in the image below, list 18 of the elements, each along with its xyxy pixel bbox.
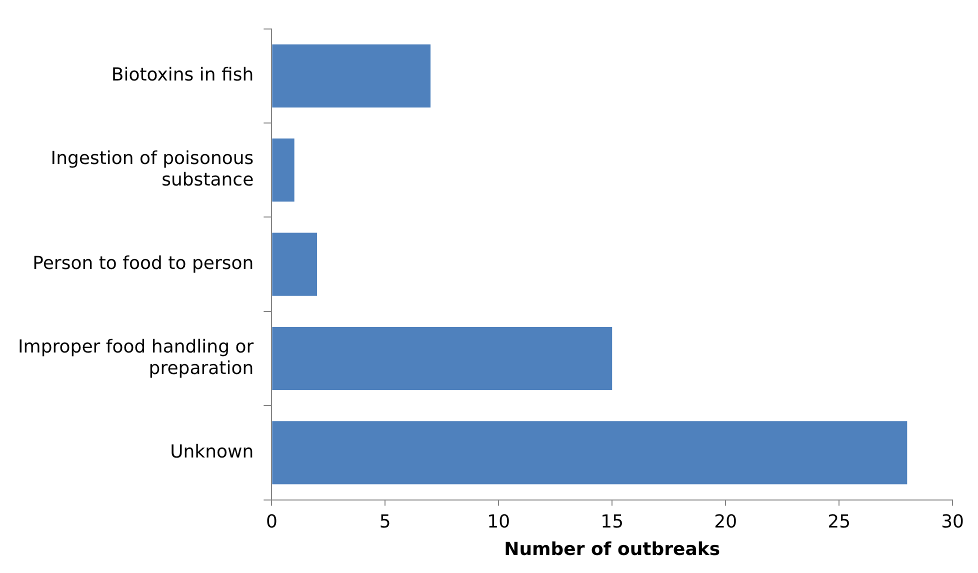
x-tick-label: 25 xyxy=(828,511,851,532)
bar xyxy=(272,232,318,296)
bar xyxy=(272,326,612,390)
x-tick-label: 0 xyxy=(266,511,278,532)
x-tick-label: 10 xyxy=(487,511,510,532)
x-tick-label: 30 xyxy=(941,511,964,532)
y-tick-label: Person to food to person xyxy=(32,252,254,274)
x-tick-label: 20 xyxy=(714,511,738,532)
x-tick-label: 5 xyxy=(379,511,391,532)
y-tick-label: Improper food handling or preparation xyxy=(18,336,254,379)
x-tick-label: 15 xyxy=(600,511,624,532)
y-tick-label: Biotoxins in fish xyxy=(111,64,254,86)
y-tick-label: Unknown xyxy=(170,441,254,462)
bar xyxy=(272,138,294,202)
bar xyxy=(272,421,908,484)
bar xyxy=(272,44,431,108)
y-tick-label: Ingestion of poisonous substance xyxy=(50,148,254,191)
x-axis-title: Number of outbreaks xyxy=(504,538,720,560)
